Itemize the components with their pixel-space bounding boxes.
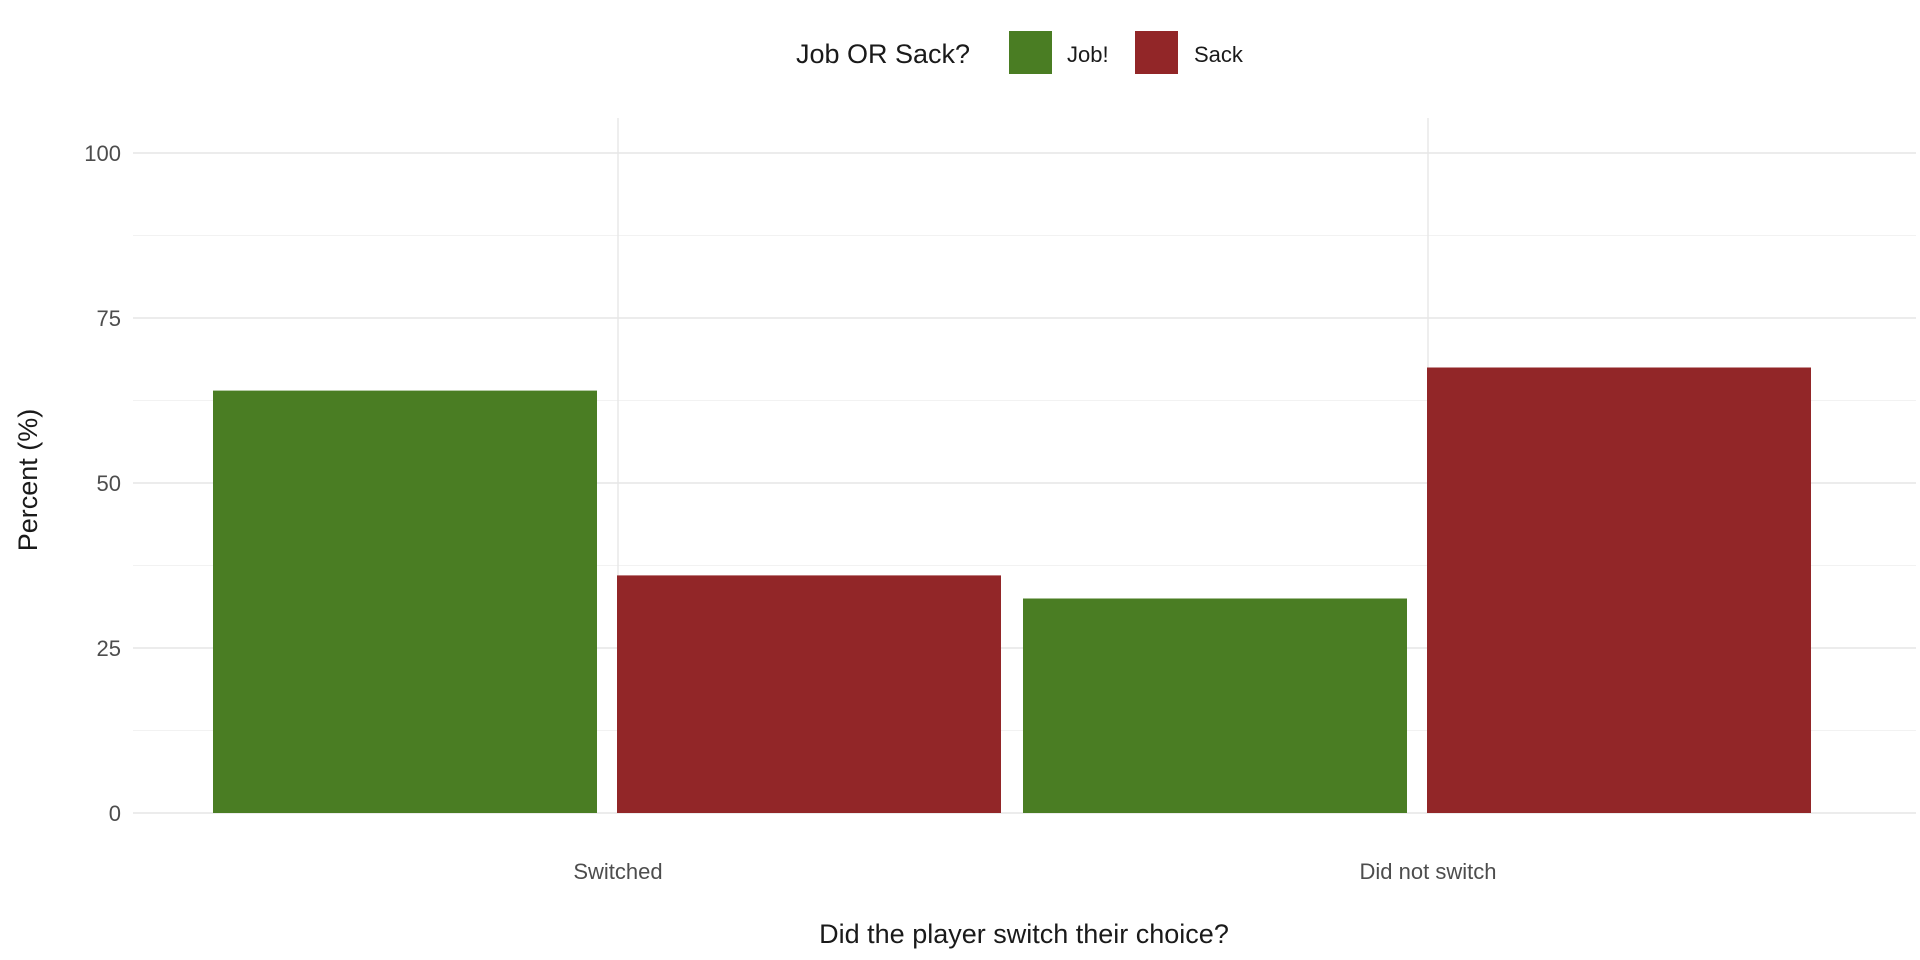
y-tick-label: 25 <box>97 636 121 661</box>
y-axis-title: Percent (%) <box>13 409 43 552</box>
bar-job-switched <box>213 390 597 813</box>
bar-group <box>213 367 1811 813</box>
y-tick-label: 0 <box>109 801 121 826</box>
legend-swatch-sack <box>1135 31 1178 74</box>
legend: Job OR Sack? Job! Sack <box>796 31 1244 74</box>
y-tick-label: 50 <box>97 471 121 496</box>
y-axis-ticks: 0 25 50 75 100 <box>84 141 121 826</box>
y-tick-label: 100 <box>84 141 121 166</box>
bar-sack-switched <box>617 575 1001 813</box>
bar-job-did-not-switch <box>1023 598 1407 813</box>
x-tick-label: Switched <box>573 859 662 884</box>
x-axis-ticks: Switched Did not switch <box>573 859 1496 884</box>
bar-sack-did-not-switch <box>1427 367 1811 813</box>
legend-title: Job OR Sack? <box>796 39 970 69</box>
x-axis-title: Did the player switch their choice? <box>819 919 1229 949</box>
legend-label-sack: Sack <box>1194 42 1244 67</box>
legend-label-job: Job! <box>1067 42 1109 67</box>
y-tick-label: 75 <box>97 306 121 331</box>
legend-swatch-job <box>1009 31 1052 74</box>
x-tick-label: Did not switch <box>1360 859 1497 884</box>
